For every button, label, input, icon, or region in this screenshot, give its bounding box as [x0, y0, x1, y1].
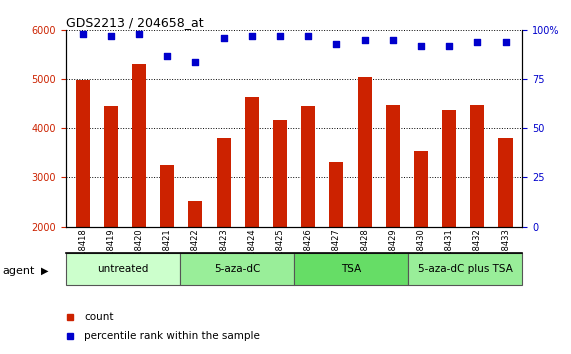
- Point: [501, 39, 510, 45]
- Text: 5-aza-dC: 5-aza-dC: [214, 264, 260, 274]
- Bar: [75, 80, 90, 325]
- Text: GDS2213 / 204658_at: GDS2213 / 204658_at: [66, 16, 203, 29]
- Bar: [216, 138, 231, 325]
- Bar: [385, 105, 400, 325]
- Point: [445, 43, 454, 48]
- Bar: [180, 253, 294, 285]
- Bar: [188, 201, 203, 325]
- Point: [275, 33, 284, 39]
- Point: [332, 41, 341, 47]
- Bar: [357, 77, 372, 325]
- Point: [78, 31, 87, 37]
- Text: percentile rank within the sample: percentile rank within the sample: [84, 331, 260, 341]
- Bar: [329, 162, 343, 325]
- Bar: [66, 253, 180, 285]
- Point: [191, 59, 200, 64]
- Text: agent: agent: [3, 266, 35, 276]
- Point: [360, 37, 369, 43]
- Bar: [498, 138, 513, 325]
- Point: [416, 43, 425, 48]
- Point: [106, 33, 115, 39]
- Point: [304, 33, 313, 39]
- Bar: [301, 106, 315, 325]
- Point: [473, 39, 482, 45]
- Bar: [442, 110, 456, 325]
- Bar: [160, 165, 174, 325]
- Bar: [294, 253, 408, 285]
- Text: TSA: TSA: [341, 264, 361, 274]
- Bar: [132, 64, 146, 325]
- Text: 5-aza-dC plus TSA: 5-aza-dC plus TSA: [418, 264, 513, 274]
- Bar: [408, 253, 522, 285]
- Text: ▶: ▶: [41, 266, 49, 276]
- Point: [219, 35, 228, 41]
- Text: count: count: [84, 312, 114, 322]
- Bar: [104, 106, 118, 325]
- Bar: [471, 105, 484, 325]
- Bar: [245, 97, 259, 325]
- Point: [163, 53, 172, 58]
- Point: [247, 33, 256, 39]
- Point: [388, 37, 397, 43]
- Bar: [414, 152, 428, 325]
- Text: untreated: untreated: [97, 264, 148, 274]
- Bar: [273, 120, 287, 325]
- Point: [134, 31, 143, 37]
